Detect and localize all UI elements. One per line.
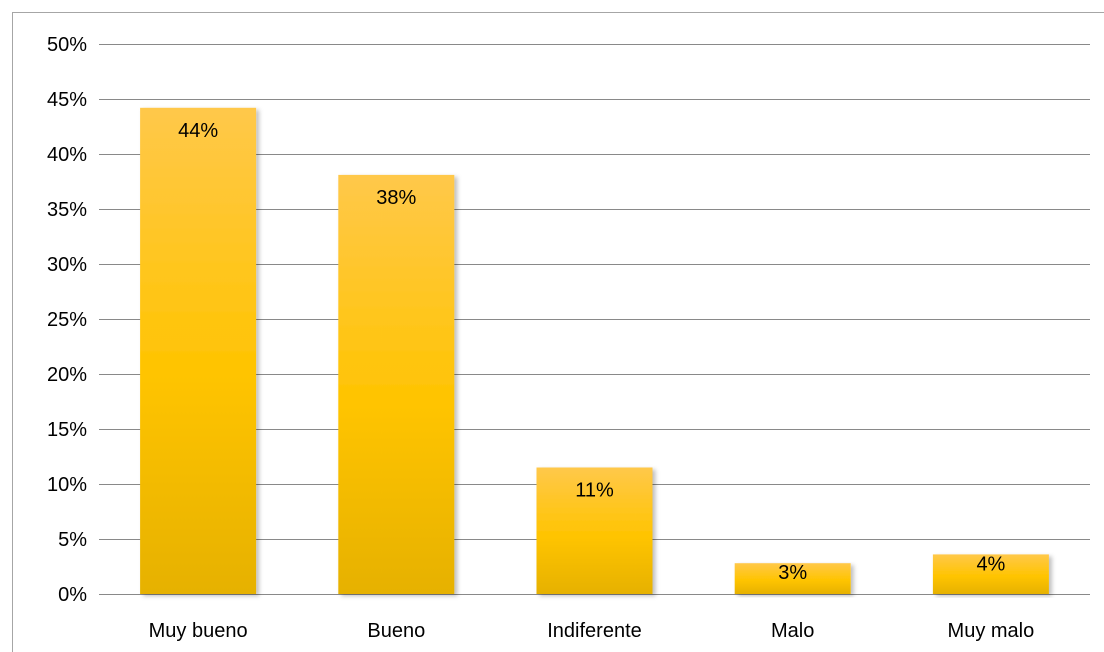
x-tick-label: Bueno bbox=[367, 620, 425, 642]
bars bbox=[140, 107, 1049, 595]
y-tick-label: 10% bbox=[47, 474, 87, 496]
x-axis-tick-labels: Muy bueno Bueno Indiferente Malo Muy malo bbox=[149, 620, 1035, 642]
bar bbox=[338, 174, 455, 594]
y-tick-label: 15% bbox=[47, 419, 87, 441]
y-tick-label: 30% bbox=[47, 254, 87, 276]
y-tick-label: 50% bbox=[47, 34, 87, 56]
y-tick-label: 25% bbox=[47, 309, 87, 331]
x-tick-label: Indiferente bbox=[547, 620, 642, 642]
data-label: 4% bbox=[976, 553, 1005, 575]
data-label: 38% bbox=[376, 187, 416, 209]
data-label: 11% bbox=[575, 480, 614, 502]
bar bbox=[536, 467, 653, 594]
y-tick-label: 5% bbox=[58, 529, 87, 551]
y-tick-label: 35% bbox=[47, 199, 87, 221]
x-tick-label: Malo bbox=[771, 620, 814, 642]
y-tick-label: 0% bbox=[58, 584, 87, 606]
bar bbox=[734, 563, 851, 594]
x-tick-label: Muy malo bbox=[948, 620, 1035, 642]
y-tick-label: 45% bbox=[47, 89, 87, 111]
data-label: 3% bbox=[778, 562, 807, 584]
x-tick-label: Muy bueno bbox=[149, 620, 248, 642]
y-axis-tick-labels: 0% 5% 10% 15% 20% 25% 30% 35% 40% 45% 50% bbox=[47, 34, 87, 606]
bar bbox=[932, 554, 1049, 594]
y-tick-label: 40% bbox=[47, 144, 87, 166]
data-label: 44% bbox=[178, 120, 218, 142]
y-tick-label: 20% bbox=[47, 364, 87, 386]
data-labels: 44% 38% 11% 3% 4% bbox=[178, 120, 1005, 584]
bar bbox=[140, 107, 257, 595]
